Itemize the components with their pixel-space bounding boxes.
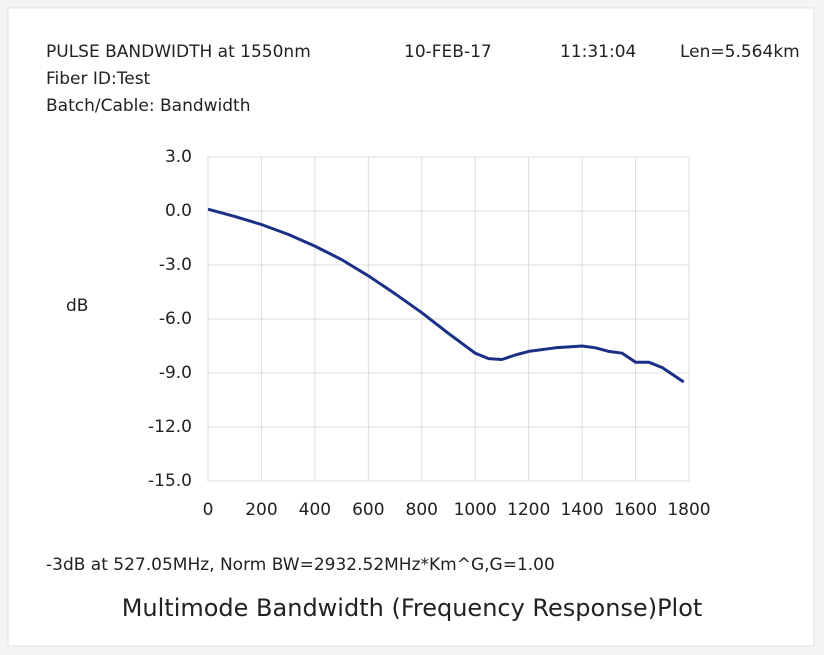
x-tick-label: 1600 [614,500,657,520]
fiber-id: Fiber ID:Test [46,69,151,89]
x-tick-label: 1400 [560,500,603,520]
batch-cable: Batch/Cable: Bandwidth [46,96,251,116]
header-date: 10-FEB-17 [404,42,492,62]
x-tick-label: 800 [406,500,438,520]
y-tick-label: -6.0 [159,309,192,329]
chart-title: Multimode Bandwidth (Frequency Response)… [122,594,703,622]
y-tick-label: -3.0 [159,255,192,275]
x-tick-label: 600 [352,500,384,520]
x-tick-label: 1000 [454,500,497,520]
card [7,7,815,647]
header-time: 11:31:04 [560,42,636,62]
y-axis-label: dB [66,296,88,316]
x-tick-label: 200 [245,500,277,520]
x-tick-label: 0 [203,500,214,520]
y-tick-label: 3.0 [165,147,192,167]
header-label: PULSE BANDWIDTH at 1550nm [46,42,311,62]
x-tick-label: 400 [299,500,331,520]
header-length: Len=5.564km [680,42,800,62]
response-line [207,207,685,384]
note: -3dB at 527.05MHz, Norm BW=2932.52MHz*Km… [46,555,555,575]
y-tick-label: -9.0 [159,363,192,383]
y-tick-label: -12.0 [148,417,192,437]
x-tick-label: 1800 [667,500,710,520]
x-tick-label: 1200 [507,500,550,520]
y-tick-label: -15.0 [148,471,192,491]
y-tick-label: 0.0 [165,201,192,221]
